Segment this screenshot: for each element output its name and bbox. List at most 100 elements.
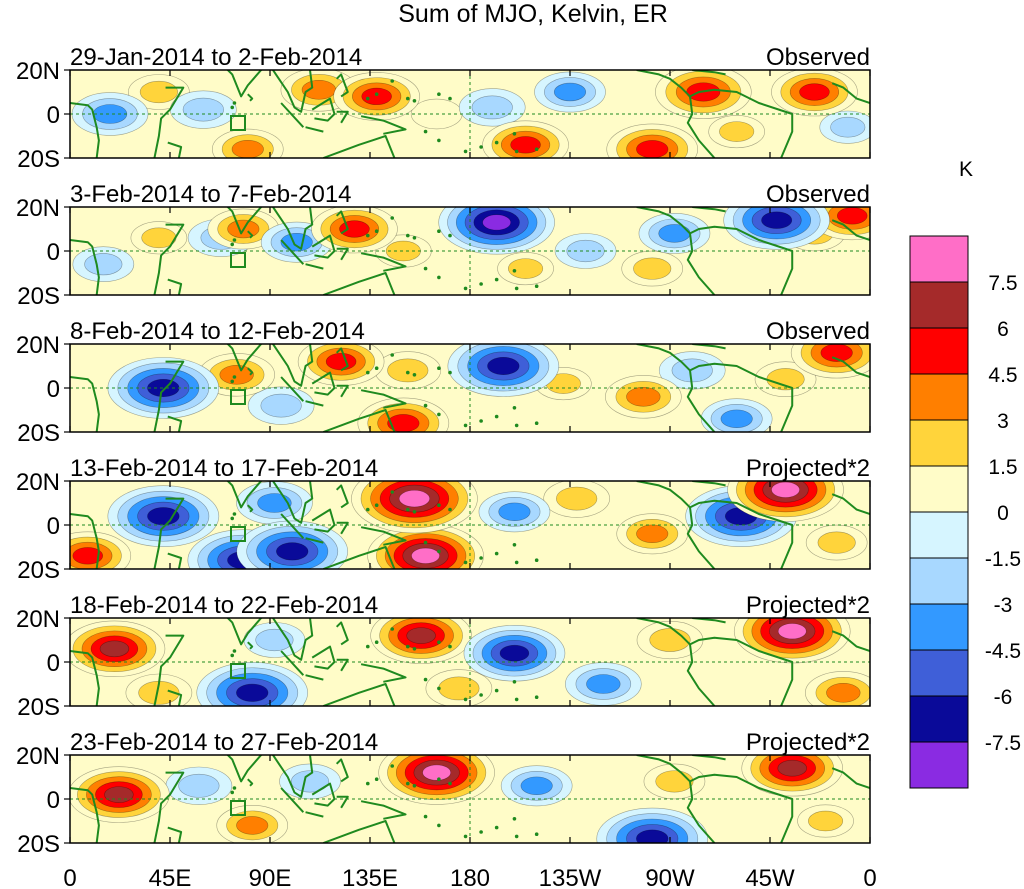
island-marker bbox=[534, 832, 539, 836]
reference-box bbox=[230, 115, 246, 131]
coastline bbox=[335, 758, 349, 783]
coastline bbox=[360, 800, 407, 820]
panel-date-range: 29-Jan-2014 to 2-Feb-2014 bbox=[70, 44, 362, 71]
panel-kind-label: Projected*2 bbox=[746, 592, 870, 619]
y-tick-label: 0 bbox=[47, 650, 60, 677]
island-marker bbox=[534, 695, 539, 699]
coastline bbox=[271, 618, 314, 661]
island-marker bbox=[437, 412, 441, 417]
coastline bbox=[831, 767, 870, 789]
island-marker bbox=[494, 688, 499, 693]
island-marker bbox=[405, 781, 410, 786]
anomaly-blob bbox=[279, 763, 341, 800]
coastline bbox=[167, 278, 183, 295]
colorbar-swatch bbox=[909, 465, 969, 513]
coastline bbox=[322, 820, 396, 843]
colorbar-level-label: -4.5 bbox=[985, 640, 1021, 663]
island-marker bbox=[463, 697, 468, 702]
colorbar-swatch bbox=[909, 373, 969, 421]
colorbar-level-label: 4.5 bbox=[988, 364, 1017, 387]
coastlines bbox=[70, 618, 870, 706]
anomaly-blob bbox=[621, 250, 684, 287]
anomaly-blob bbox=[754, 361, 817, 398]
coastline bbox=[271, 755, 314, 798]
reference-box bbox=[230, 252, 246, 268]
coastline bbox=[831, 493, 870, 515]
x-tick-label: 45W bbox=[745, 865, 795, 889]
coastlines bbox=[70, 755, 870, 843]
island-marker bbox=[512, 680, 517, 684]
anomaly-blob bbox=[378, 755, 495, 805]
anomaly-blob bbox=[447, 344, 560, 397]
coastline bbox=[280, 787, 305, 813]
coastline bbox=[280, 102, 305, 128]
y-tick-label: 20N bbox=[16, 606, 60, 633]
island-marker bbox=[437, 777, 441, 781]
coastline bbox=[686, 507, 716, 569]
coastline bbox=[153, 223, 185, 295]
island-marker bbox=[405, 96, 410, 101]
island-marker bbox=[479, 693, 483, 697]
panel-date-range: 8-Feb-2014 to 12-Feb-2014 bbox=[70, 318, 365, 345]
island-marker bbox=[479, 830, 483, 834]
panel-kind-label: Observed bbox=[766, 318, 870, 345]
colorbar-level-label: 3 bbox=[997, 410, 1009, 433]
island-marker bbox=[390, 353, 395, 357]
island-marker bbox=[437, 549, 441, 554]
island-marker bbox=[405, 233, 410, 238]
anomaly-blob bbox=[236, 520, 349, 569]
colorbar-level-label: 7.5 bbox=[988, 272, 1017, 295]
anomaly-blob bbox=[297, 344, 385, 386]
anomaly-blob bbox=[70, 620, 166, 677]
x-tick-label: 135W bbox=[539, 865, 602, 889]
coastline bbox=[360, 526, 407, 546]
island-marker bbox=[412, 784, 417, 788]
anomaly-blob bbox=[367, 523, 484, 569]
island-marker bbox=[437, 366, 441, 371]
colorbar-units-label: K bbox=[959, 158, 973, 181]
coastline bbox=[636, 207, 794, 295]
anomaly-blob bbox=[70, 766, 170, 823]
island-marker bbox=[437, 229, 441, 233]
island-marker bbox=[232, 786, 237, 790]
reference-box bbox=[230, 663, 246, 679]
coastline bbox=[167, 826, 183, 843]
coastline bbox=[280, 513, 305, 539]
panel-kind-label: Projected*2 bbox=[746, 455, 870, 482]
anomaly-blob bbox=[500, 765, 573, 807]
panel-4: 20N 0 20S 13-Feb-2014 to 17-Feb-2014 Project… bbox=[16, 455, 871, 584]
island-marker bbox=[390, 216, 395, 220]
island-marker bbox=[514, 560, 519, 565]
island-marker bbox=[365, 781, 370, 786]
coastline bbox=[336, 384, 349, 398]
anomaly-blob bbox=[805, 524, 868, 561]
coastline bbox=[336, 521, 349, 535]
anomaly-blob bbox=[311, 207, 398, 254]
colorbar-swatch bbox=[909, 741, 969, 789]
panel-6: 20N 0 20S 23-Feb-2014 to 27-Feb-2014 Project… bbox=[16, 729, 871, 858]
island-marker bbox=[365, 96, 370, 101]
reference-box bbox=[230, 526, 246, 542]
island-marker bbox=[405, 370, 410, 375]
island-marker bbox=[448, 96, 452, 101]
anomaly-blob bbox=[596, 807, 709, 843]
coastline bbox=[336, 110, 349, 124]
coastline bbox=[636, 344, 794, 432]
island-marker bbox=[514, 286, 519, 291]
panel-date-range: 23-Feb-2014 to 27-Feb-2014 bbox=[70, 729, 378, 756]
coastline bbox=[335, 210, 349, 235]
x-tick-label: 45E bbox=[149, 865, 192, 889]
colorbar-swatch bbox=[909, 511, 969, 559]
y-tick-label: 20S bbox=[17, 420, 60, 447]
anomaly-blob bbox=[790, 344, 870, 379]
anomaly-blob bbox=[458, 88, 526, 127]
y-tick-label: 20S bbox=[17, 283, 60, 310]
island-marker bbox=[437, 275, 441, 280]
coastline bbox=[322, 409, 396, 432]
island-marker bbox=[365, 507, 370, 512]
colorbar-swatch bbox=[909, 419, 969, 467]
island-marker bbox=[423, 403, 428, 408]
colorbar-level-label: -1.5 bbox=[985, 548, 1021, 571]
anomaly-blob bbox=[497, 252, 554, 286]
colorbar-swatch bbox=[909, 695, 969, 743]
